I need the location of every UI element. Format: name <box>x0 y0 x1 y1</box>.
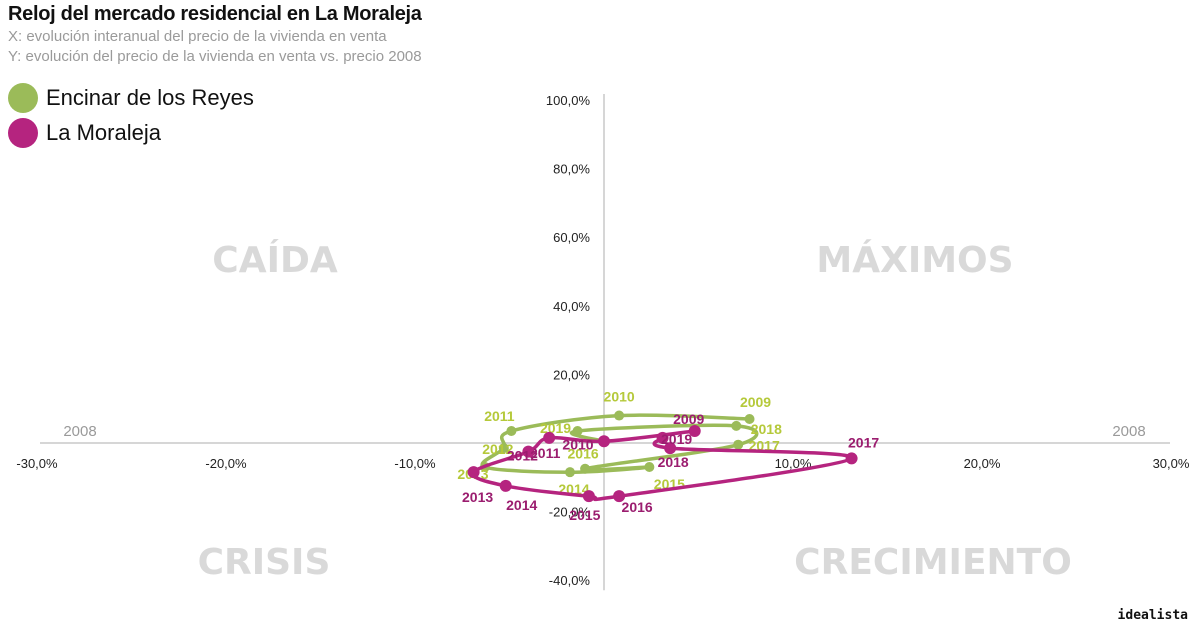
data-point-encinar <box>744 413 755 424</box>
y-tick-label: 80,0% <box>553 162 590 177</box>
data-point-moraleja <box>688 424 701 437</box>
x-tick-label: 30,0% <box>1153 456 1190 471</box>
data-point-moraleja <box>613 490 626 503</box>
data-label-moraleja: 2019 <box>661 431 692 447</box>
legend-item-moraleja: La Moraleja <box>8 118 161 148</box>
x-tick-label: -30,0% <box>16 456 58 471</box>
data-label-moraleja: 2011 <box>530 445 561 461</box>
data-point-moraleja <box>598 435 610 448</box>
baseline-label-left: 2008 <box>63 423 96 440</box>
legend-marker-moraleja <box>8 118 38 148</box>
data-point-encinar <box>614 410 625 421</box>
data-label-moraleja: 2012 <box>507 448 538 464</box>
y-tick-label: -40,0% <box>549 573 591 588</box>
data-label-moraleja: 2009 <box>673 411 704 427</box>
data-point-moraleja <box>582 490 595 503</box>
data-label-encinar: 2018 <box>751 421 782 437</box>
legend-label-moraleja: La Moraleja <box>46 120 161 145</box>
data-label-moraleja: 2014 <box>506 497 537 513</box>
brand-logo: idealista <box>1117 608 1188 623</box>
data-point-moraleja <box>522 445 535 458</box>
data-label-encinar: 2011 <box>484 408 515 424</box>
y-tick-label: 40,0% <box>553 299 590 314</box>
data-label-moraleja: 2015 <box>569 507 600 523</box>
data-label-encinar: 2009 <box>740 394 771 410</box>
data-label-moraleja: 2017 <box>848 434 879 450</box>
data-label-encinar: 2016 <box>568 446 599 462</box>
data-point-moraleja <box>499 479 512 492</box>
data-label-moraleja: 2018 <box>658 454 689 470</box>
data-point-encinar <box>564 467 575 478</box>
data-point-encinar <box>498 443 509 454</box>
data-point-moraleja <box>664 442 677 455</box>
y-tick-label: 20,0% <box>553 367 590 382</box>
data-point-moraleja <box>467 466 480 479</box>
data-point-encinar <box>580 463 591 474</box>
chart-title: Reloj del mercado residencial en La Mora… <box>8 3 422 25</box>
data-point-moraleja <box>845 452 858 465</box>
legend-marker-encinar <box>8 83 38 113</box>
series-line-encinar <box>480 413 759 474</box>
x-tick-label: 20,0% <box>964 456 1001 471</box>
x-tick-label: -20,0% <box>205 456 247 471</box>
quadrant-label-crecimiento: CRECIMIENTO <box>794 542 1072 583</box>
data-label-moraleja: 2010 <box>562 436 593 452</box>
y-tick-label: 100,0% <box>546 93 591 108</box>
quadrant-label-caida: CAÍDA <box>212 239 338 281</box>
data-point-encinar <box>506 425 517 436</box>
data-label-moraleja: 2016 <box>622 499 653 515</box>
subtitle-y: Y: evolución del precio de la vivienda e… <box>8 48 422 65</box>
data-point-encinar <box>572 425 583 436</box>
data-point-encinar <box>733 439 744 450</box>
data-point-moraleja <box>656 431 669 444</box>
data-point-encinar <box>731 420 742 431</box>
data-point-encinar <box>644 462 655 473</box>
y-tick-label: -20,0% <box>549 505 591 520</box>
baseline-label-right: 2008 <box>1112 423 1145 440</box>
data-label-encinar: 2010 <box>604 389 635 405</box>
x-tick-label: 10,0% <box>775 456 812 471</box>
data-label-encinar: 2019 <box>540 420 571 436</box>
subtitle-x: X: evolución interanual del precio de la… <box>8 28 387 45</box>
legend-label-encinar: Encinar de los Reyes <box>46 85 254 110</box>
x-tick-label: -10,0% <box>394 456 436 471</box>
legend-item-encinar: Encinar de los Reyes <box>8 83 254 113</box>
y-tick-label: 60,0% <box>553 230 590 245</box>
quadrant-label-maximos: MÁXIMOS <box>816 239 1013 281</box>
quadrant-label-crisis: CRISIS <box>198 542 331 583</box>
data-label-encinar: 2012 <box>482 441 513 457</box>
data-label-moraleja: 2013 <box>462 489 493 505</box>
data-point-moraleja <box>543 431 556 444</box>
